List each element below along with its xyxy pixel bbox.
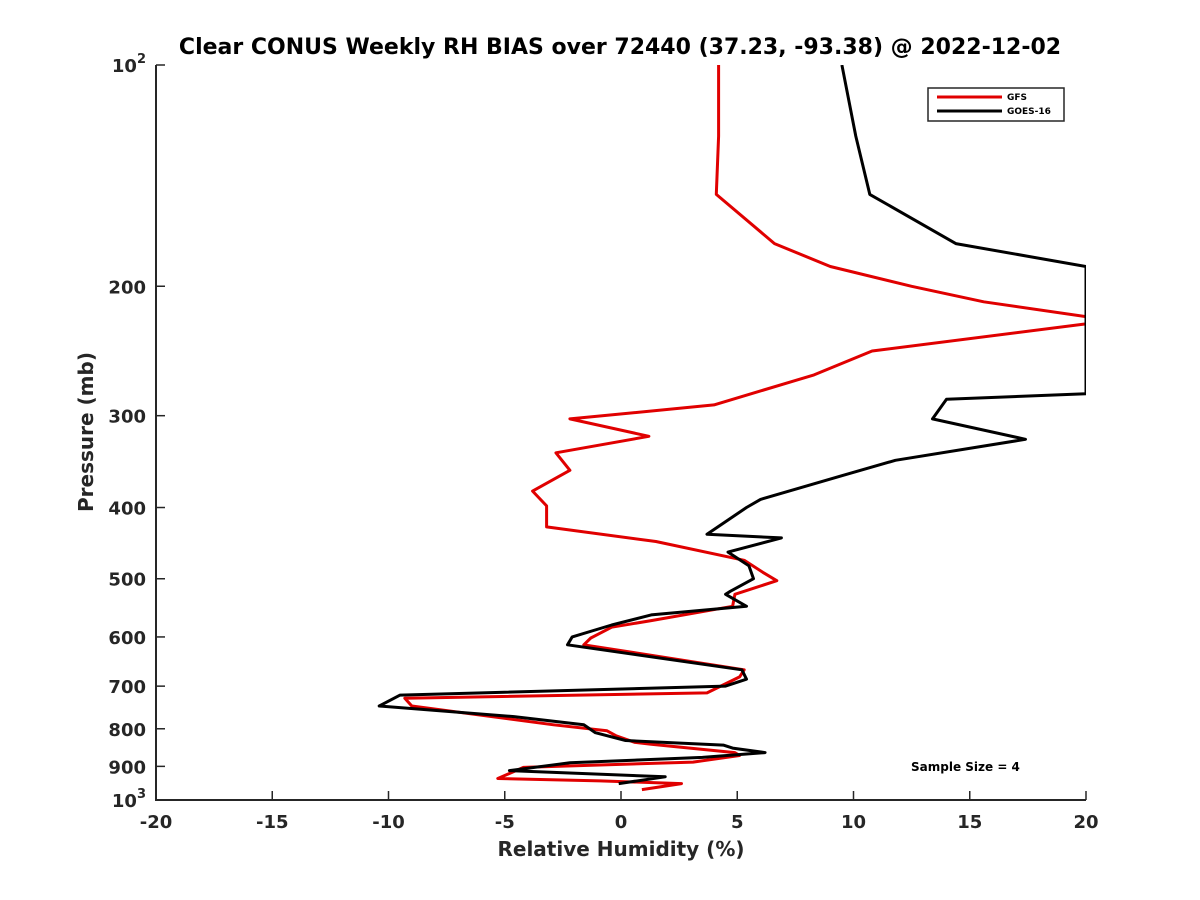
y-tick-label: 102 — [112, 52, 146, 77]
legend-label-gfs: GFS — [1007, 93, 1027, 103]
y-tick-label: 800 — [108, 720, 146, 741]
x-axis-label: Relative Humidity (%) — [497, 837, 744, 861]
x-axis-ticks: -20 -15 -10 -5 0 5 10 15 20 — [140, 791, 1099, 833]
plot-area: -20 -15 -10 -5 0 5 10 15 20 102 200 300 400 500 600 70… — [108, 52, 1098, 833]
x-tick-label: 10 — [841, 812, 866, 833]
y-tick-label: 600 — [108, 628, 146, 649]
y-tick-label: 200 — [108, 277, 146, 298]
chart-title: Clear CONUS Weekly RH BIAS over 72440 (3… — [179, 35, 1061, 60]
sample-size-annotation: Sample Size = 4 — [911, 760, 1020, 774]
x-tick-label: 0 — [615, 812, 628, 833]
legend-label-goes16: GOES-16 — [1007, 107, 1051, 117]
y-tick-label: 400 — [108, 499, 146, 520]
series-line-1 — [377, 65, 1086, 786]
x-tick-label: -20 — [140, 812, 173, 833]
series-line-0 — [403, 65, 1086, 792]
legend: GFS GOES-16 — [927, 87, 1065, 122]
y-tick-label: 900 — [108, 757, 146, 778]
x-tick-label: 20 — [1073, 812, 1098, 833]
y-tick-label: 700 — [108, 677, 146, 698]
x-tick-label: -15 — [256, 812, 289, 833]
x-tick-label: 5 — [731, 812, 744, 833]
y-tick-label: 500 — [108, 570, 146, 591]
x-tick-label: -5 — [495, 812, 515, 833]
series-layer — [377, 65, 1086, 792]
y-axis-ticks: 102 200 300 400 500 600 700 800 900 103 — [108, 52, 165, 812]
y-tick-label: 103 — [112, 787, 146, 812]
x-tick-label: 15 — [957, 812, 982, 833]
x-tick-label: -10 — [372, 812, 405, 833]
y-tick-label: 300 — [108, 407, 146, 428]
y-axis-label: Pressure (mb) — [74, 352, 98, 512]
legend-box — [927, 87, 1065, 122]
